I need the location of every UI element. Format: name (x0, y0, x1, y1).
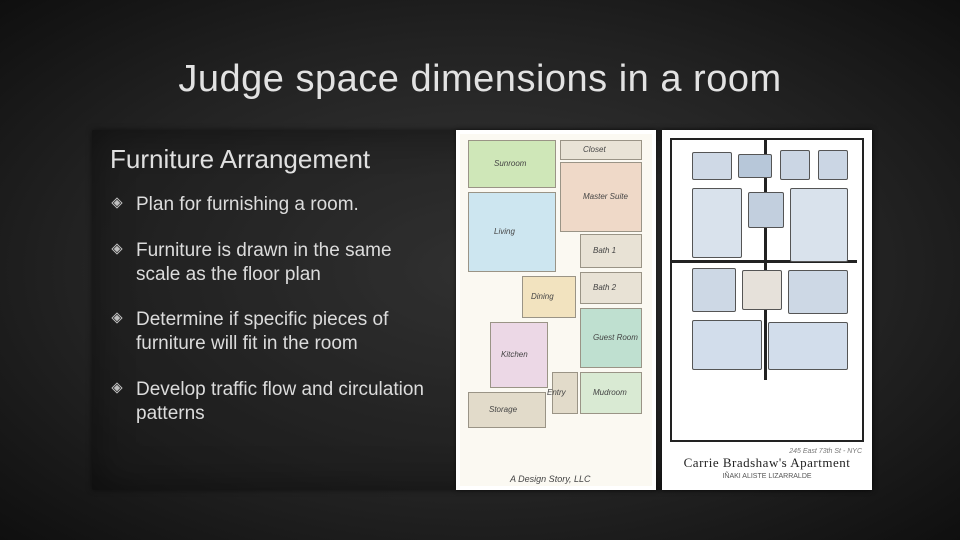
floorplan-furniture (780, 150, 810, 180)
floorplan-2-canvas (670, 138, 864, 442)
floorplan-furniture (788, 270, 848, 314)
floorplan-2-title: Carrie Bradshaw's Apartment (668, 455, 866, 471)
floorplan-1-caption: A Design Story, LLC (510, 474, 591, 484)
bullet-diamond-icon (110, 381, 124, 395)
bullet-item: Develop traffic flow and circulation pat… (110, 378, 440, 426)
bullet-text: Develop traffic flow and circulation pat… (136, 379, 424, 424)
text-column: Furniture Arrangement Plan for furnishin… (110, 144, 440, 447)
floorplan-room-label: Master Suite (583, 192, 628, 201)
floorplan-furniture (692, 320, 762, 370)
floorplan-image-1: Sunroom Closet Master Suite Living Bath 1 Din… (456, 130, 656, 490)
floorplan-furniture (748, 192, 784, 228)
bullet-text: Determine if specific pieces of furnitur… (136, 309, 388, 354)
floorplan-furniture (692, 188, 742, 258)
bullet-item: Plan for furnishing a room. (110, 193, 440, 217)
slide-title: Judge space dimensions in a room (0, 58, 960, 101)
floorplan-room-label: Sunroom (494, 159, 526, 168)
bullet-diamond-icon (110, 311, 124, 325)
floorplan-furniture (818, 150, 848, 180)
floorplan-room-label: Storage (489, 405, 517, 414)
subtitle: Furniture Arrangement (110, 144, 440, 175)
floorplan-room-label: Bath 2 (593, 283, 616, 292)
floorplan-furniture (742, 270, 782, 310)
floorplan-furniture (692, 268, 736, 312)
floorplan-room-label: Kitchen (501, 350, 528, 359)
bullet-diamond-icon (110, 196, 124, 210)
floorplan-image-2: 245 East 73th St - NYC Carrie Bradshaw's… (662, 130, 872, 490)
bullet-text: Furniture is drawn in the same scale as … (136, 240, 392, 285)
bullet-diamond-icon (110, 242, 124, 256)
floorplan-room-label: Bath 1 (593, 246, 616, 255)
floorplan-room-label: Closet (583, 145, 606, 154)
bullet-item: Determine if specific pieces of furnitur… (110, 308, 440, 356)
floorplan-room-label: Mudroom (593, 388, 627, 397)
floorplan-room-label: Guest Room (593, 333, 638, 342)
floorplan-2-address: 245 East 73th St - NYC (668, 448, 866, 455)
floorplan-furniture (692, 152, 732, 180)
bullet-text: Plan for furnishing a room. (136, 194, 359, 215)
floorplan-room-label: Entry (547, 388, 566, 397)
floorplan-1-canvas: Sunroom Closet Master Suite Living Bath 1 Din… (460, 134, 652, 486)
floorplan-furniture (790, 188, 848, 262)
floorplan-furniture (768, 322, 848, 370)
floorplan-furniture (738, 154, 772, 178)
bullet-list: Plan for furnishing a room. Furniture is … (110, 193, 440, 425)
floorplan-room-label: Living (494, 227, 515, 236)
slide: Judge space dimensions in a room Furnitu… (0, 0, 960, 540)
image-row: Sunroom Closet Master Suite Living Bath 1 Din… (456, 130, 872, 490)
floorplan-2-caption: 245 East 73th St - NYC Carrie Bradshaw's… (662, 446, 872, 490)
floorplan-2-subtitle: IÑAKI ALISTE LIZARRALDE (668, 473, 866, 480)
floorplan-room-label: Dining (531, 292, 554, 301)
bullet-item: Furniture is drawn in the same scale as … (110, 239, 440, 287)
content-panel: Furniture Arrangement Plan for furnishin… (92, 130, 872, 490)
